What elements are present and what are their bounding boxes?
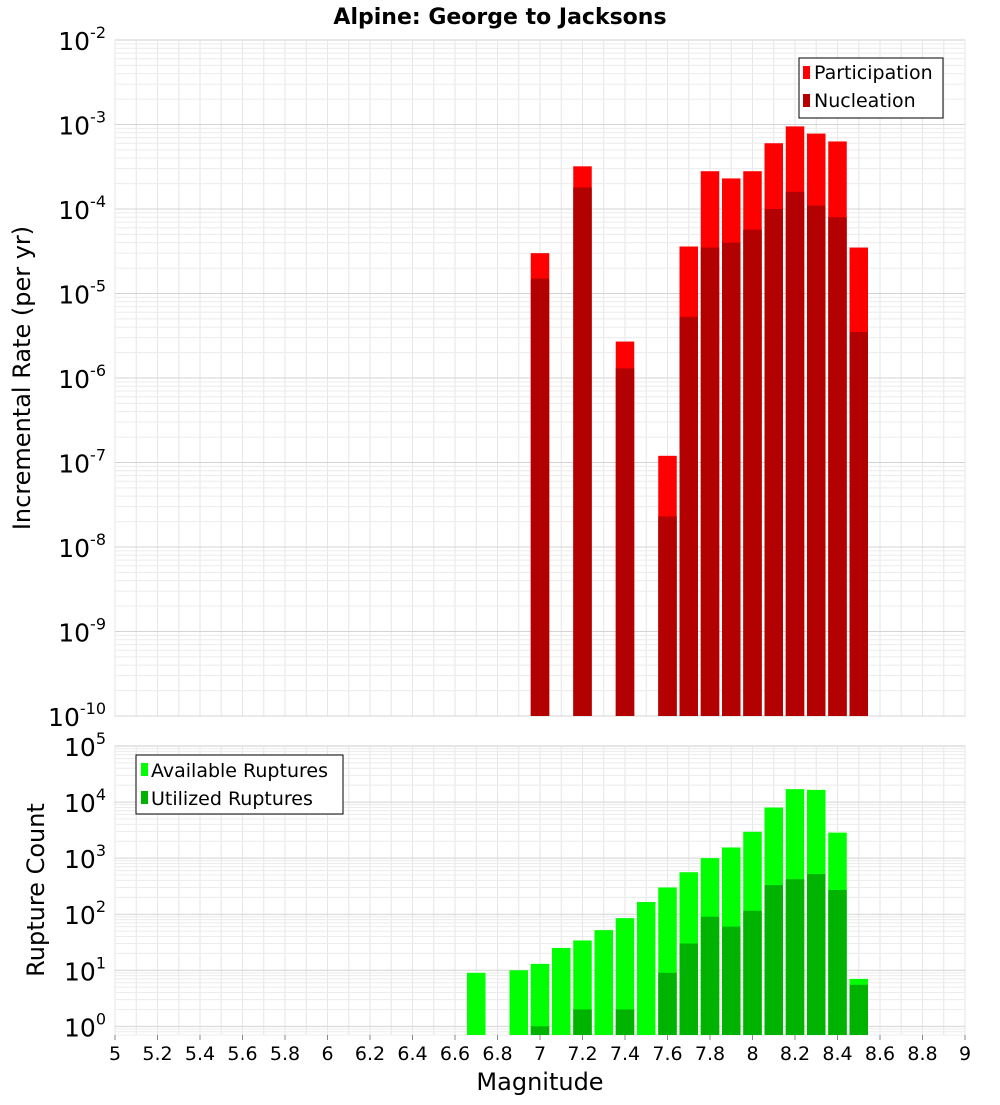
legend-utilized-label: Utilized Ruptures: [151, 788, 313, 810]
rate-y-tick-label: 10-9: [58, 615, 106, 648]
rate-bar-nucleation: [828, 217, 847, 716]
rate-legend-box: [798, 57, 944, 119]
x-tick-label: 6.2: [355, 1043, 385, 1065]
x-tick-label: 8: [746, 1043, 758, 1065]
count-y-tick-label: 100: [64, 1009, 106, 1042]
legend-nucleation-label: Nucleation: [814, 90, 916, 112]
x-tick-label: 8.6: [865, 1043, 895, 1065]
count-bar-utilized-ruptures: [743, 910, 762, 1035]
x-tick-label: 6.8: [482, 1043, 512, 1065]
rate-bar-nucleation: [849, 332, 868, 716]
x-tick-label: 6.4: [397, 1043, 427, 1065]
rate-y-axis-label: Incremental Rate (per yr): [8, 226, 36, 530]
count-bar-available-ruptures: [530, 963, 550, 1035]
count-bar-utilized-ruptures: [615, 1009, 635, 1035]
rate-y-tick-label: 10-3: [58, 108, 106, 141]
x-tick-label: 8.4: [822, 1043, 852, 1065]
rate-bar-nucleation: [807, 205, 826, 716]
legend-available-swatch: [141, 763, 148, 776]
count-y-tick-label: 103: [64, 841, 106, 874]
count-y-tick-label: 101: [64, 953, 106, 986]
rate-bar-nucleation: [615, 368, 635, 716]
rate-bars: [530, 126, 868, 717]
rate-bar-nucleation: [679, 316, 698, 716]
rate-y-tick-label: 10-7: [58, 446, 106, 479]
count-bar-utilized-ruptures: [658, 972, 677, 1035]
count-y-tick-label: 105: [64, 729, 106, 762]
x-tick-label: 7.6: [652, 1043, 682, 1065]
x-tick-label: 5.6: [227, 1043, 257, 1065]
legend-nucleation-swatch: [803, 94, 810, 107]
rate-bar-nucleation: [764, 209, 783, 716]
rate-y-tick-label: 10-2: [58, 23, 106, 56]
x-tick-label: 7: [534, 1043, 546, 1065]
count-bar-utilized-ruptures: [530, 1026, 550, 1035]
rate-y-tick-label: 10-4: [58, 192, 106, 225]
rate-y-tick-label: 10-5: [58, 277, 106, 310]
rate-bar-nucleation: [743, 229, 762, 716]
x-tick-label: 5.8: [270, 1043, 300, 1065]
x-axis-label: Magnitude: [476, 1068, 603, 1096]
rate-bar-nucleation: [722, 242, 741, 717]
x-tick-label: 8.8: [907, 1043, 937, 1065]
x-ticks: 5 5.2 5.4 5.6 5.8 6 6.2 6.4 6.6 6.8 7 7.2 7.4 7.6 7.8 8…: [109, 1035, 971, 1065]
x-tick-label: 7.8: [695, 1043, 725, 1065]
count-bar-utilized-ruptures: [722, 926, 741, 1035]
x-tick-label: 8.2: [780, 1043, 810, 1065]
count-bar-available-ruptures: [615, 918, 635, 1035]
count-legend: Available Ruptures Utilized Ruptures: [135, 754, 344, 815]
count-bars: [467, 789, 868, 1035]
count-bar-available-ruptures: [467, 972, 486, 1035]
count-panel: 105 104 103 102 101 100 Rupture Count 5 5.2 5.4…: [22, 729, 971, 1096]
rate-legend: Participation Nucleation: [798, 57, 944, 119]
count-bar-available-ruptures: [509, 970, 528, 1035]
legend-available-label: Available Ruptures: [151, 760, 328, 782]
rate-bar-nucleation: [530, 278, 550, 716]
count-y-ticks: 105 104 103 102 101 100: [64, 729, 106, 1042]
count-bar-utilized-ruptures: [828, 890, 847, 1035]
count-bar-utilized-ruptures: [807, 874, 826, 1035]
count-bar-available-ruptures: [594, 930, 613, 1035]
x-tick-label: 5.4: [185, 1043, 215, 1065]
count-legend-box: [135, 754, 344, 815]
x-tick-label: 7.2: [567, 1043, 597, 1065]
x-tick-label: 6.6: [440, 1043, 470, 1065]
count-y-tick-label: 102: [64, 897, 106, 930]
legend-participation-label: Participation: [814, 62, 933, 84]
count-bar-utilized-ruptures: [764, 885, 783, 1035]
rate-bar-nucleation: [785, 191, 805, 717]
count-y-tick-label: 104: [64, 785, 106, 818]
rate-bar-nucleation: [700, 247, 720, 716]
rate-bar-nucleation: [573, 187, 592, 717]
x-tick-label: 7.4: [610, 1043, 640, 1065]
count-bar-utilized-ruptures: [700, 916, 720, 1035]
x-tick-label: 5.2: [142, 1043, 172, 1065]
count-y-axis-label: Rupture Count: [22, 803, 50, 977]
count-bar-utilized-ruptures: [573, 1009, 592, 1035]
rate-bar-nucleation: [658, 516, 677, 716]
rate-y-tick-label: 10-8: [58, 530, 106, 563]
count-bar-utilized-ruptures: [679, 943, 698, 1035]
x-tick-label: 9: [959, 1043, 971, 1065]
rate-y-tick-label: 10-6: [58, 361, 106, 394]
count-bar-available-ruptures: [637, 901, 656, 1035]
chart-title: Alpine: George to Jacksons: [333, 5, 666, 30]
x-tick-label: 5: [109, 1043, 121, 1065]
x-tick-label: 6: [321, 1043, 333, 1065]
rate-y-tick-label: 10-10: [48, 699, 106, 732]
count-bar-utilized-ruptures: [785, 879, 805, 1035]
count-bar-available-ruptures: [552, 947, 571, 1035]
rate-y-ticks: 10-2 10-3 10-4 10-5 10-6 10-7 10-8 10-9 10-10: [48, 23, 106, 732]
legend-utilized-swatch: [141, 791, 148, 804]
rate-panel: 10-2 10-3 10-4 10-5 10-6 10-7 10-8 10-9 10-10 In…: [8, 23, 966, 732]
legend-participation-swatch: [803, 66, 810, 79]
count-bar-utilized-ruptures: [849, 984, 868, 1035]
